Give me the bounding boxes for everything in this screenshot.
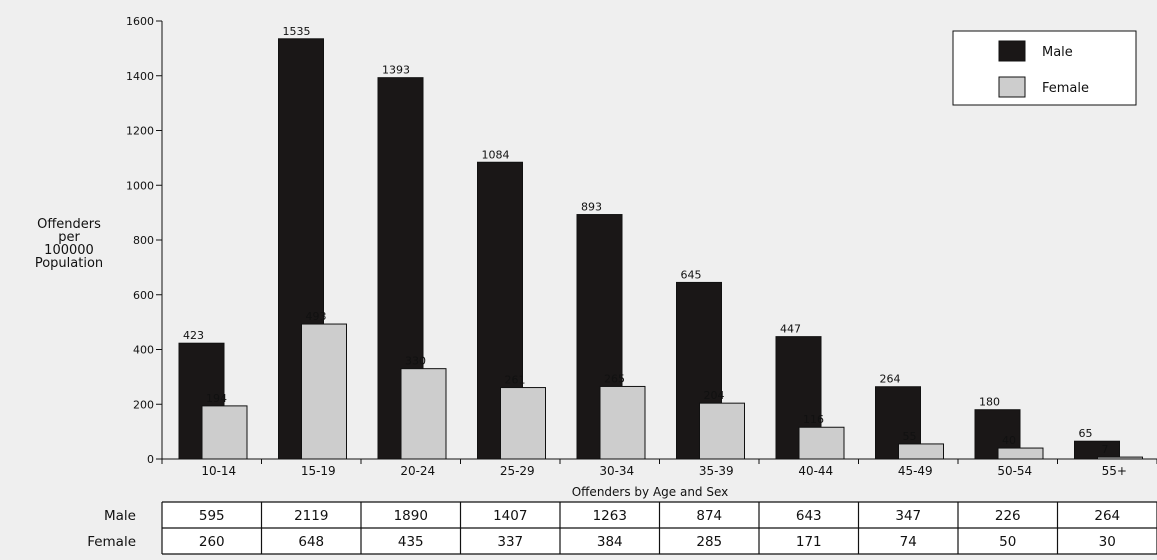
bars [178, 38, 1143, 460]
x-tick-label: 45-49 [898, 464, 933, 478]
table-cell: 226 [995, 508, 1021, 524]
female-value-label: 261 [505, 374, 526, 387]
table-cell: 30 [1099, 534, 1116, 550]
y-axis-title-line: Offenders [37, 217, 101, 232]
male-value-label: 1535 [283, 25, 311, 38]
female-bar [500, 387, 546, 460]
female-value-label: 7 [1102, 443, 1109, 456]
male-value-label: 1084 [482, 148, 510, 161]
y-tick-label: 1600 [126, 15, 154, 28]
legend-box [952, 30, 1137, 106]
y-axis-title-line: per [58, 230, 80, 245]
female-value-label: 116 [803, 413, 824, 426]
legend-swatch [998, 40, 1026, 62]
x-tick-label: 50-54 [997, 464, 1032, 478]
female-value-label: 265 [604, 372, 625, 385]
table-cell: 171 [796, 534, 822, 550]
male-value-label: 447 [780, 323, 801, 336]
female-value-label: 40 [1002, 434, 1016, 447]
male-value-label: 1393 [382, 64, 410, 77]
table-cell: 347 [895, 508, 921, 524]
y-axis-title-line: Population [35, 256, 103, 271]
legend-label: Female [1042, 81, 1089, 96]
bar-value-labels: 423 1535 1393 1084 893 645 447 264 180 65 194 493 33… [183, 25, 1109, 456]
table-cell: 384 [597, 534, 623, 550]
female-bar [898, 443, 944, 460]
legend-label: Male [1042, 45, 1073, 60]
table-cell: 648 [298, 534, 324, 550]
table-cell: 264 [1094, 508, 1120, 524]
x-tick-label: 55+ [1102, 464, 1127, 478]
female-value-label: 194 [206, 392, 227, 405]
table-cell: 1407 [493, 508, 527, 524]
x-tick-label: 35-39 [699, 464, 734, 478]
male-bar [1074, 440, 1120, 460]
female-bar [699, 402, 745, 460]
y-tick-label: 800 [133, 234, 154, 247]
x-tick-label: 15-19 [301, 464, 336, 478]
table-cell: 435 [398, 534, 424, 550]
y-axis-title-line: 100000 [44, 243, 94, 258]
table-cell: 337 [497, 534, 523, 550]
female-value-label: 204 [704, 389, 725, 402]
y-tick-label: 400 [133, 344, 154, 357]
y-axis: 0 200 400 600 800 1000 1200 1400 1600 [126, 15, 163, 466]
male-value-label: 645 [681, 268, 702, 281]
x-tick-label: 20-24 [400, 464, 435, 478]
female-bar [301, 323, 347, 460]
female-bar [599, 385, 646, 460]
female-bar [798, 426, 845, 460]
y-tick-label: 1000 [126, 179, 154, 192]
table-cell: 1890 [394, 508, 428, 524]
table-row-label: Female [87, 534, 136, 550]
male-value-label: 65 [1079, 427, 1093, 440]
table-cell: 50 [999, 534, 1016, 550]
y-tick-label: 1400 [126, 70, 154, 83]
male-value-label: 180 [979, 396, 1000, 409]
table-cell: 285 [696, 534, 722, 550]
x-tick-label: 40-44 [798, 464, 833, 478]
table-cell: 74 [900, 534, 917, 550]
x-axis-title: Offenders by Age and Sex [572, 485, 729, 499]
table-cell: 260 [199, 534, 225, 550]
table-cell: 1263 [593, 508, 627, 524]
female-bar [997, 447, 1044, 460]
male-value-label: 893 [581, 201, 602, 214]
legend-swatch [998, 76, 1026, 98]
female-bar [1097, 456, 1143, 460]
female-value-label: 493 [306, 310, 327, 323]
female-value-label: 330 [405, 355, 426, 368]
table-cell: 595 [199, 508, 225, 524]
table-row-label: Male [104, 508, 136, 524]
legend: Male Female [952, 30, 1137, 106]
table-cell: 874 [696, 508, 722, 524]
y-tick-label: 200 [133, 398, 154, 411]
table-cell: 643 [796, 508, 822, 524]
male-value-label: 423 [183, 329, 204, 342]
table-cell: 2119 [294, 508, 328, 524]
data-table: Male 595 2119 1890 1407 1263 874 643 347 226 264 Fe… [87, 501, 1157, 555]
y-tick-label: 600 [133, 289, 154, 302]
female-value-label: 55 [903, 430, 917, 443]
x-tick-label: 25-29 [500, 464, 535, 478]
female-bar [201, 405, 248, 460]
x-axis: 10-14 15-19 20-24 25-29 30-34 35-39 40-44 45-49… [161, 458, 1157, 478]
female-bar [400, 368, 447, 460]
x-tick-label: 30-34 [599, 464, 634, 478]
y-tick-label: 1200 [126, 125, 154, 138]
x-tick-label: 10-14 [201, 464, 236, 478]
male-value-label: 264 [880, 373, 901, 386]
y-tick-label: 0 [147, 453, 154, 466]
